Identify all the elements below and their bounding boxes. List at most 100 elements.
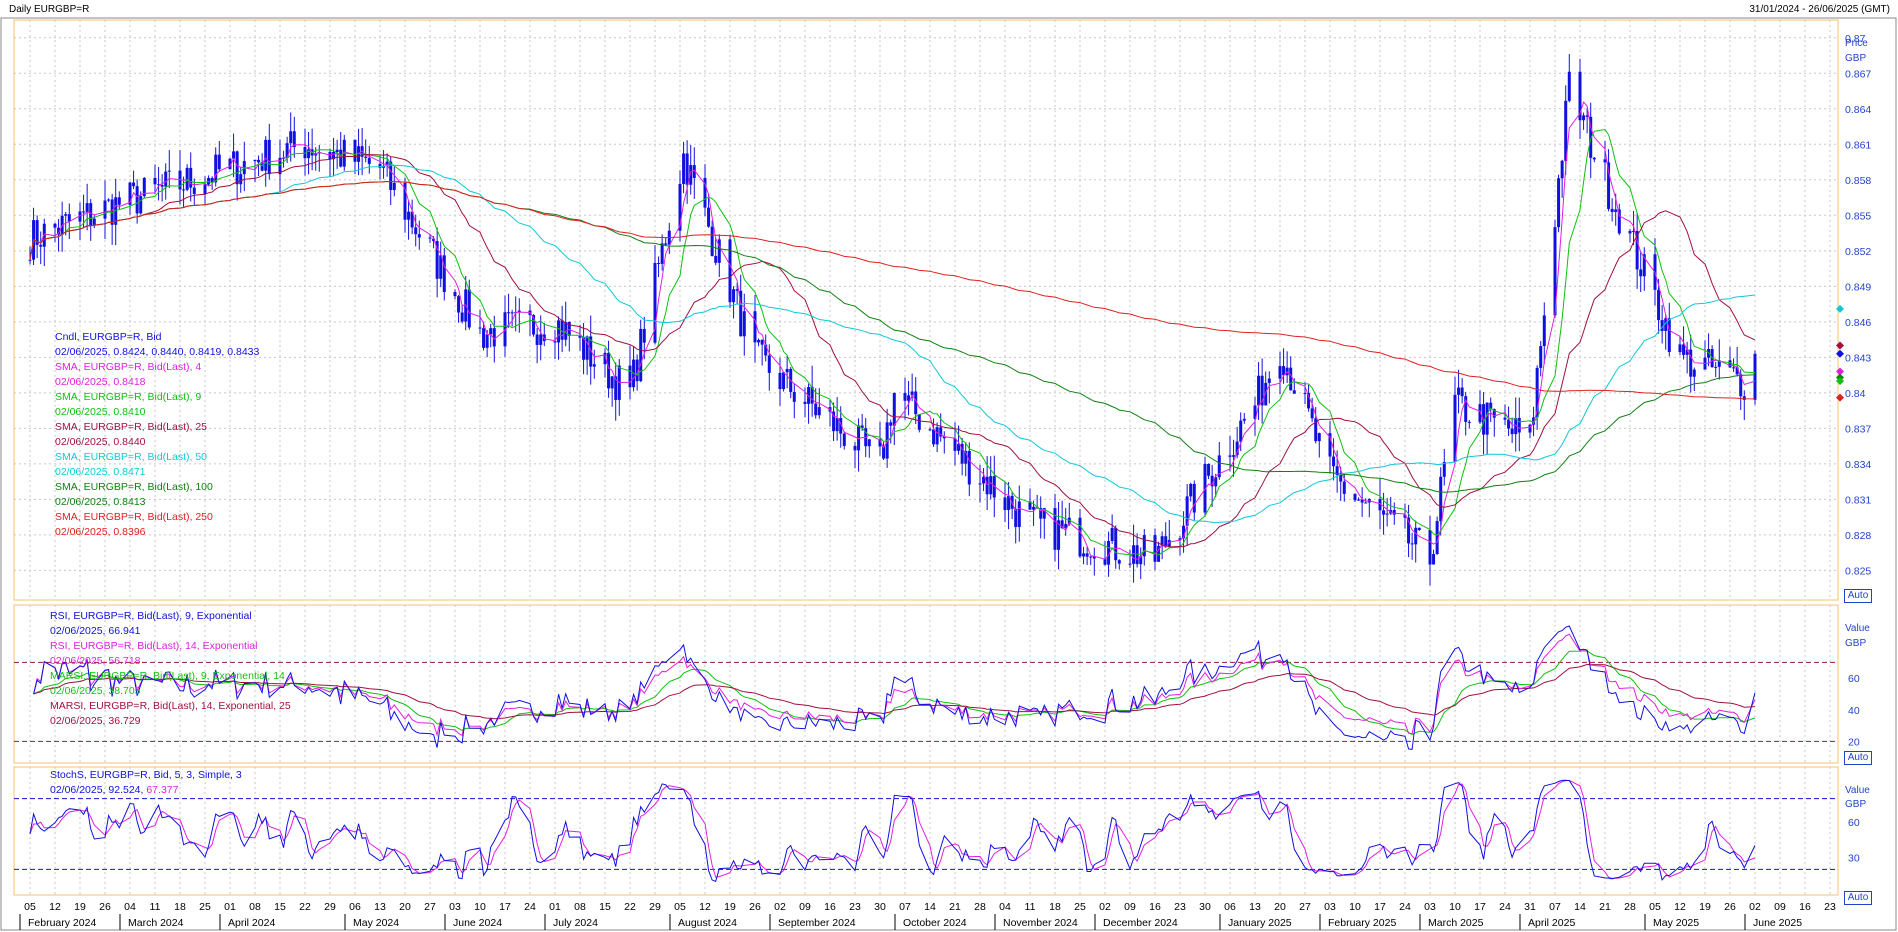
candle-body [1589,116,1593,158]
candle-body [353,139,357,162]
candle-body [578,335,582,338]
candle-body [585,336,589,360]
candle-body [1667,318,1671,353]
candle-body [1092,556,1096,559]
candle-body [1557,178,1561,228]
x-tick-label: 16 [824,901,836,913]
x-tick-label: 29 [324,901,336,913]
candle-body [239,174,243,185]
candle-body [907,395,911,401]
candle-body [142,177,146,197]
x-tick-label: 09 [1774,901,1786,913]
candle-body [1064,523,1068,529]
candle-body [1564,100,1568,161]
candle-body [214,154,218,183]
candle-body [1228,455,1232,457]
candle-body [1407,517,1411,544]
candle-body [439,255,443,279]
candle-body [167,170,171,172]
x-tick-label: 31 [1524,901,1536,913]
sma4-line [29,101,1756,560]
candle-body [1017,501,1021,527]
candle-body [739,290,743,337]
candle-body [1753,353,1757,400]
price-marker [1836,304,1844,313]
candle-body [82,211,86,213]
candle-body [760,339,764,345]
price-axis-unit: GBP [1845,53,1867,64]
candle-body [1260,375,1264,406]
candle-body [685,153,689,185]
candle-body [1610,208,1614,212]
candle-body [1278,366,1282,379]
candle-body [382,166,386,168]
candle-body [1385,513,1389,515]
stoch-auto-button[interactable]: Auto [1844,891,1872,905]
candle-body [1353,493,1357,501]
rsi-legend-label-3: MARSI, EURGBP=R, Bid(Last), 14, Exponent… [50,700,291,712]
rsi-auto-button[interactable]: Auto [1844,751,1872,765]
candle-body [1214,477,1218,487]
month-label: June 2025 [1753,917,1802,929]
candle-body [389,161,393,190]
candle-body [467,289,471,328]
price-tick-label: 0.849 [1845,281,1871,293]
marsi9-line [33,650,1756,736]
x-tick-label: 28 [1624,901,1636,913]
candle-body [1464,396,1468,422]
candle-body [817,407,821,416]
candle-body [1735,367,1739,375]
candle-body [414,227,418,235]
candle-body [857,425,861,451]
candle-body [1167,540,1171,547]
month-label: January 2025 [1228,917,1292,929]
candle-body [1539,346,1543,368]
stoch-legend-label: StochS, EURGBP=R, Bid, 5, 3, Simple, 3 [50,769,242,781]
candle-body [92,218,96,226]
x-tick-label: 05 [1649,901,1661,913]
candle-body [642,328,646,343]
candle-body [1189,483,1193,497]
candle-body [364,156,368,158]
month-label: April 2025 [1528,917,1575,929]
candle-body [1514,418,1518,435]
candle-body [1114,527,1118,561]
x-tick-label: 05 [674,901,686,913]
candle-body [1078,517,1082,557]
candle-body [1528,424,1532,433]
candle-body [1603,159,1607,163]
month-label: February 2024 [28,917,96,929]
candle-body [417,234,421,238]
candle-body [332,151,336,160]
x-tick-label: 22 [624,901,636,913]
price-auto-button[interactable]: Auto [1844,589,1872,603]
x-tick-label: 18 [1049,901,1061,913]
x-tick-label: 03 [449,901,461,913]
candle-body [914,391,918,415]
x-tick-label: 26 [749,901,761,913]
candle-body [1628,230,1632,234]
candle-body [1317,433,1321,442]
candle-body [39,244,43,247]
candle-body [1417,527,1421,531]
candle-body [860,425,864,429]
sma9-line [29,128,1756,556]
candle-body [1382,510,1386,515]
candle-body [1560,160,1564,179]
x-tick-label: 08 [249,901,261,913]
x-tick-label: 26 [1724,901,1736,913]
x-tick-label: 26 [99,901,111,913]
candle-body [1085,553,1089,557]
candle-body [114,197,118,225]
candle-body [64,214,68,216]
price-tick-label: 0.855 [1845,210,1871,222]
candle-body [678,183,682,231]
candle-body [139,196,143,214]
candle-body [1117,560,1121,564]
candle-body [1507,419,1511,429]
candle-body [489,328,493,335]
rsi-legend-value-1: 02/06/2025, 56.718 [50,655,141,667]
candle-body [157,184,161,186]
candle-body [292,131,296,148]
